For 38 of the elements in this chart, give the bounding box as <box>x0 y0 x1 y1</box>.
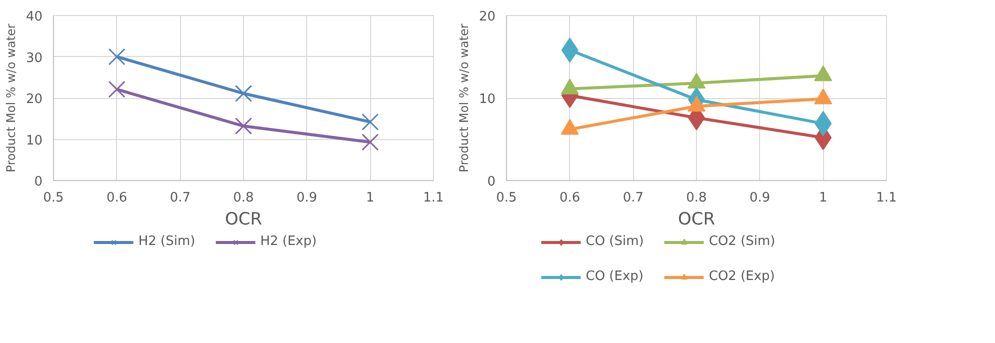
legend-label: CO (Exp) <box>586 269 644 284</box>
legend-label: H2 (Exp) <box>260 234 317 249</box>
x-tick-label: 0.8 <box>233 190 254 206</box>
x-tick-label: 0.6 <box>559 190 580 206</box>
point <box>108 48 126 66</box>
y-tick-label: 30 <box>26 50 43 66</box>
x-tick-label: 1.1 <box>876 190 897 206</box>
y-tick-label: 40 <box>26 10 43 24</box>
x-tick-label: 1.1 <box>423 190 444 206</box>
x-tick-label: 0.9 <box>749 190 770 206</box>
y-tick-label: 10 <box>478 92 496 107</box>
x-tick-label: 1 <box>819 190 828 206</box>
x-tick-label: 0.6 <box>106 190 128 206</box>
y-tick-label: 20 <box>478 10 496 24</box>
x-axis-title: OCR <box>224 210 262 230</box>
x-tick-label: 1 <box>366 190 374 206</box>
point <box>108 80 126 98</box>
x-tick-label: 0.5 <box>496 190 517 206</box>
y-tick-label: 10 <box>26 133 43 148</box>
x-axis-title: OCR <box>678 210 716 230</box>
legend-label: H2 (Sim) <box>138 234 196 249</box>
x-tick-label: 0.8 <box>686 190 707 206</box>
legend-label: CO2 (Sim) <box>708 234 776 249</box>
point <box>234 84 252 102</box>
y-tick-label: 20 <box>26 92 43 107</box>
x-tick-label: 0.9 <box>296 190 318 206</box>
x-tick-label: 0.5 <box>43 190 64 206</box>
x-tick-label: 0.7 <box>170 190 191 206</box>
point <box>362 134 379 151</box>
point <box>362 113 379 130</box>
y-axis-title: Product Mol % w/o water <box>4 24 18 172</box>
x-tick-label: 0.7 <box>622 190 644 206</box>
y-axis-title: Product Mol % w/o water <box>456 24 471 172</box>
point <box>234 118 252 135</box>
y-tick-label: 0 <box>34 174 43 190</box>
legend-label: CO (Sim) <box>586 234 644 249</box>
y-tick-label: 0 <box>487 174 496 190</box>
legend-label: CO2 (Exp) <box>708 269 775 284</box>
